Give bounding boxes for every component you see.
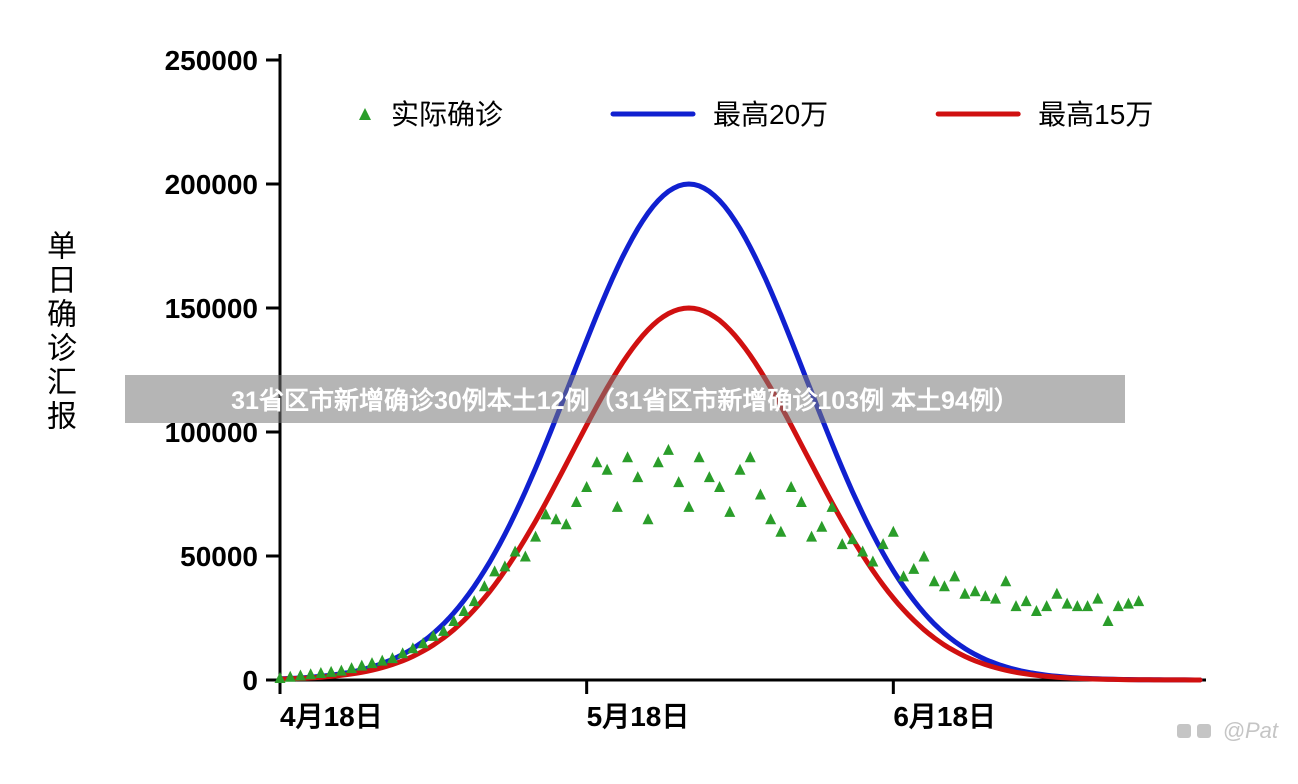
scatter-point bbox=[959, 588, 970, 599]
svg-text:6月18日: 6月18日 bbox=[893, 701, 996, 732]
scatter-point bbox=[622, 451, 633, 462]
scatter-point bbox=[704, 471, 715, 482]
scatter-point bbox=[949, 570, 960, 581]
scatter-point bbox=[1051, 588, 1062, 599]
scatter-point bbox=[694, 451, 705, 462]
scatter-point bbox=[1021, 595, 1032, 606]
scatter-point bbox=[356, 660, 367, 671]
scatter-point bbox=[305, 668, 316, 679]
line-peak200k bbox=[280, 184, 1200, 680]
scatter-point bbox=[367, 657, 378, 668]
scatter-point bbox=[970, 585, 981, 596]
watermark-text: @Pat bbox=[1223, 718, 1278, 744]
overlay-banner: 31省区市新增确诊30例本土12例（31省区市新增确诊103例 本土94例） bbox=[125, 375, 1125, 423]
scatter-point bbox=[551, 513, 562, 524]
scatter-point bbox=[765, 513, 776, 524]
scatter-point bbox=[326, 666, 337, 677]
legend-label-peak200k: 最高20万 bbox=[713, 99, 828, 130]
legend-marker-actual bbox=[359, 108, 371, 120]
scatter-point bbox=[479, 580, 490, 591]
svg-text:0: 0 bbox=[242, 665, 258, 696]
scatter-point bbox=[1103, 615, 1114, 626]
svg-text:150000: 150000 bbox=[165, 293, 258, 324]
scatter-point bbox=[295, 670, 306, 681]
svg-text:250000: 250000 bbox=[165, 45, 258, 76]
zhihu-logo-icon bbox=[1177, 721, 1217, 741]
scatter-point bbox=[837, 538, 848, 549]
scatter-point bbox=[643, 513, 654, 524]
scatter-point bbox=[1041, 600, 1052, 611]
scatter-point bbox=[888, 526, 899, 537]
scatter-point bbox=[908, 563, 919, 574]
scatter-point bbox=[745, 451, 756, 462]
scatter-point bbox=[724, 506, 735, 517]
svg-text:50000: 50000 bbox=[180, 541, 258, 572]
scatter-point bbox=[632, 471, 643, 482]
scatter-point bbox=[469, 595, 480, 606]
scatter-point bbox=[1011, 600, 1022, 611]
scatter-point bbox=[755, 489, 766, 500]
scatter-point bbox=[602, 464, 613, 475]
scatter-point bbox=[663, 444, 674, 455]
scatter-point bbox=[336, 665, 347, 676]
legend-label-peak150k: 最高15万 bbox=[1038, 99, 1153, 130]
scatter-point bbox=[806, 531, 817, 542]
scatter-point bbox=[1092, 593, 1103, 604]
scatter-point bbox=[1000, 575, 1011, 586]
scatter-point bbox=[315, 667, 326, 678]
scatter-point bbox=[735, 464, 746, 475]
scatter-point bbox=[673, 476, 684, 487]
watermark: @Pat bbox=[1177, 718, 1278, 744]
scatter-point bbox=[796, 496, 807, 507]
scatter-point bbox=[581, 481, 592, 492]
scatter-point bbox=[653, 456, 664, 467]
scatter-point bbox=[939, 580, 950, 591]
scatter-point bbox=[1062, 598, 1073, 609]
scatter-point bbox=[898, 570, 909, 581]
scatter-point bbox=[1113, 600, 1124, 611]
svg-text:5月18日: 5月18日 bbox=[587, 701, 690, 732]
svg-text:200000: 200000 bbox=[165, 169, 258, 200]
scatter-point bbox=[612, 501, 623, 512]
scatter-point bbox=[561, 518, 572, 529]
scatter-point bbox=[520, 551, 531, 562]
scatter-point bbox=[786, 481, 797, 492]
scatter-point bbox=[990, 593, 1001, 604]
scatter-point bbox=[1031, 605, 1042, 616]
y-axis-title: 单日确诊汇报 bbox=[36, 230, 80, 434]
scatter-point bbox=[919, 551, 930, 562]
scatter-point bbox=[571, 496, 582, 507]
scatter-point bbox=[683, 501, 694, 512]
scatter-point bbox=[1123, 598, 1134, 609]
scatter-point bbox=[929, 575, 940, 586]
overlay-banner-text: 31省区市新增确诊30例本土12例（31省区市新增确诊103例 本土94例） bbox=[231, 381, 1019, 417]
scatter-point bbox=[1072, 600, 1083, 611]
chart-container: 单日确诊汇报 0500001000001500002000002500004月1… bbox=[0, 0, 1298, 784]
scatter-point bbox=[346, 662, 357, 673]
scatter-point bbox=[775, 526, 786, 537]
scatter-point bbox=[489, 565, 500, 576]
svg-text:4月18日: 4月18日 bbox=[280, 701, 383, 732]
scatter-point bbox=[816, 521, 827, 532]
line-peak150k bbox=[280, 308, 1200, 680]
legend-label-actual: 实际确诊 bbox=[391, 99, 503, 130]
scatter-point bbox=[591, 456, 602, 467]
scatter-point bbox=[1133, 595, 1144, 606]
scatter-point bbox=[980, 590, 991, 601]
scatter-point bbox=[714, 481, 725, 492]
scatter-point bbox=[1082, 600, 1093, 611]
